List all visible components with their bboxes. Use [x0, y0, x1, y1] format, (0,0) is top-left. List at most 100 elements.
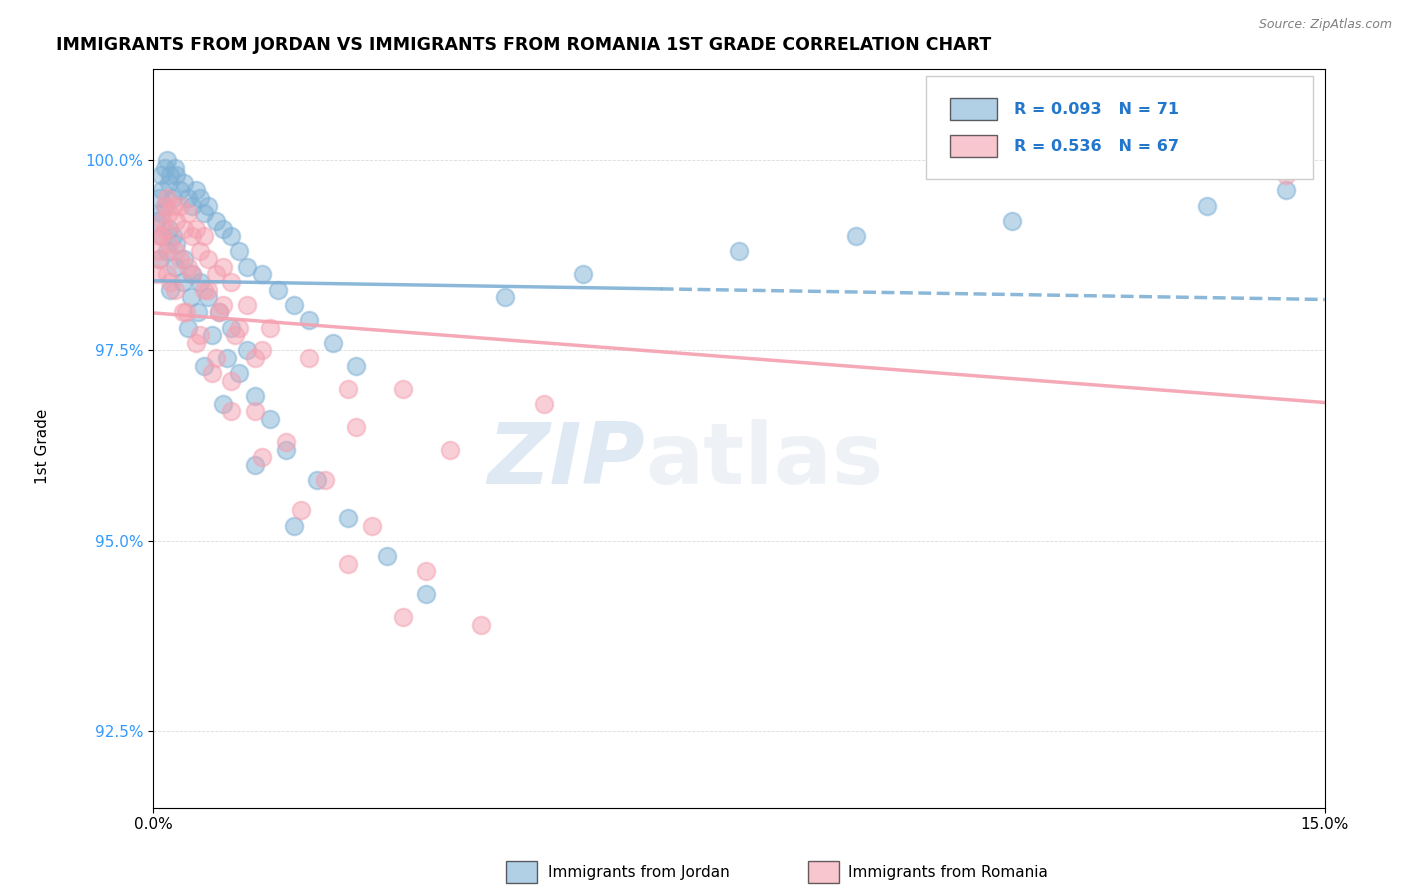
Point [1157, 153, 1180, 167]
Text: R = 0.093   N = 71: R = 0.093 N = 71 [1014, 102, 1180, 117]
Point [166, 244, 188, 259]
Text: Immigrants from Romania: Immigrants from Romania [848, 865, 1047, 880]
Point [148, 191, 170, 205]
Point [228, 320, 250, 334]
Point [163, 283, 186, 297]
Point [219, 275, 242, 289]
Point [184, 221, 207, 235]
Point [204, 267, 226, 281]
Point [156, 244, 179, 259]
Point [149, 168, 172, 182]
FancyBboxPatch shape [949, 135, 997, 157]
Point [243, 458, 266, 472]
Point [252, 450, 274, 464]
FancyBboxPatch shape [949, 98, 997, 120]
Point [149, 206, 172, 220]
Point [571, 267, 593, 281]
Point [337, 511, 360, 525]
Point [172, 275, 194, 289]
Point [344, 419, 367, 434]
Point [146, 267, 169, 281]
Text: IMMIGRANTS FROM JORDAN VS IMMIGRANTS FROM ROMANIA 1ST GRADE CORRELATION CHART: IMMIGRANTS FROM JORDAN VS IMMIGRANTS FRO… [56, 36, 991, 54]
Point [177, 320, 200, 334]
Point [219, 374, 242, 388]
Point [208, 305, 231, 319]
Point [228, 244, 250, 259]
Point [208, 305, 231, 319]
Point [181, 229, 204, 244]
Point [197, 283, 219, 297]
Point [298, 313, 321, 327]
Point [174, 305, 197, 319]
Point [235, 298, 257, 312]
Point [184, 184, 207, 198]
Point [149, 229, 172, 244]
Point [166, 214, 188, 228]
Point [169, 184, 191, 198]
Point [470, 617, 492, 632]
Point [224, 328, 246, 343]
Point [200, 367, 222, 381]
Point [162, 229, 184, 244]
FancyBboxPatch shape [927, 76, 1313, 179]
Point [157, 221, 180, 235]
Point [152, 229, 174, 244]
Point [172, 305, 194, 319]
Point [217, 351, 239, 365]
Point [188, 244, 211, 259]
Point [188, 328, 211, 343]
Point [212, 298, 235, 312]
Text: R = 0.536   N = 67: R = 0.536 N = 67 [1014, 138, 1180, 153]
Point [173, 221, 195, 235]
Point [162, 199, 184, 213]
Point [392, 382, 415, 396]
Point [173, 252, 195, 266]
Point [235, 343, 257, 358]
Point [314, 473, 336, 487]
Point [219, 320, 242, 334]
Point [177, 206, 200, 220]
Point [181, 267, 204, 281]
Point [166, 168, 188, 182]
Point [152, 184, 174, 198]
Point [204, 214, 226, 228]
Point [298, 351, 321, 365]
Point [305, 473, 328, 487]
Point [177, 191, 200, 205]
Point [193, 229, 215, 244]
Point [243, 404, 266, 418]
Point [533, 397, 555, 411]
Text: Source: ZipAtlas.com: Source: ZipAtlas.com [1258, 18, 1392, 31]
Point [159, 275, 181, 289]
Point [159, 283, 181, 297]
Point [212, 397, 235, 411]
Point [274, 434, 297, 449]
Text: atlas: atlas [645, 418, 883, 502]
Point [148, 244, 170, 259]
Point [157, 176, 180, 190]
Point [243, 389, 266, 403]
Point [415, 565, 437, 579]
Point [200, 328, 222, 343]
Text: ZIP: ZIP [488, 418, 645, 502]
Point [494, 290, 516, 304]
Point [392, 610, 415, 624]
Point [146, 214, 169, 228]
Point [212, 221, 235, 235]
Point [156, 191, 179, 205]
Point [252, 343, 274, 358]
Point [259, 320, 281, 334]
Point [283, 298, 305, 312]
Point [197, 252, 219, 266]
Point [360, 518, 382, 533]
Point [283, 518, 305, 533]
Text: 1st Grade: 1st Grade [35, 409, 49, 483]
Point [193, 206, 215, 220]
Point [153, 199, 176, 213]
Point [184, 335, 207, 350]
Point [1197, 199, 1219, 213]
Text: Immigrants from Jordan: Immigrants from Jordan [548, 865, 730, 880]
Point [149, 229, 172, 244]
Point [204, 351, 226, 365]
Point [267, 283, 290, 297]
